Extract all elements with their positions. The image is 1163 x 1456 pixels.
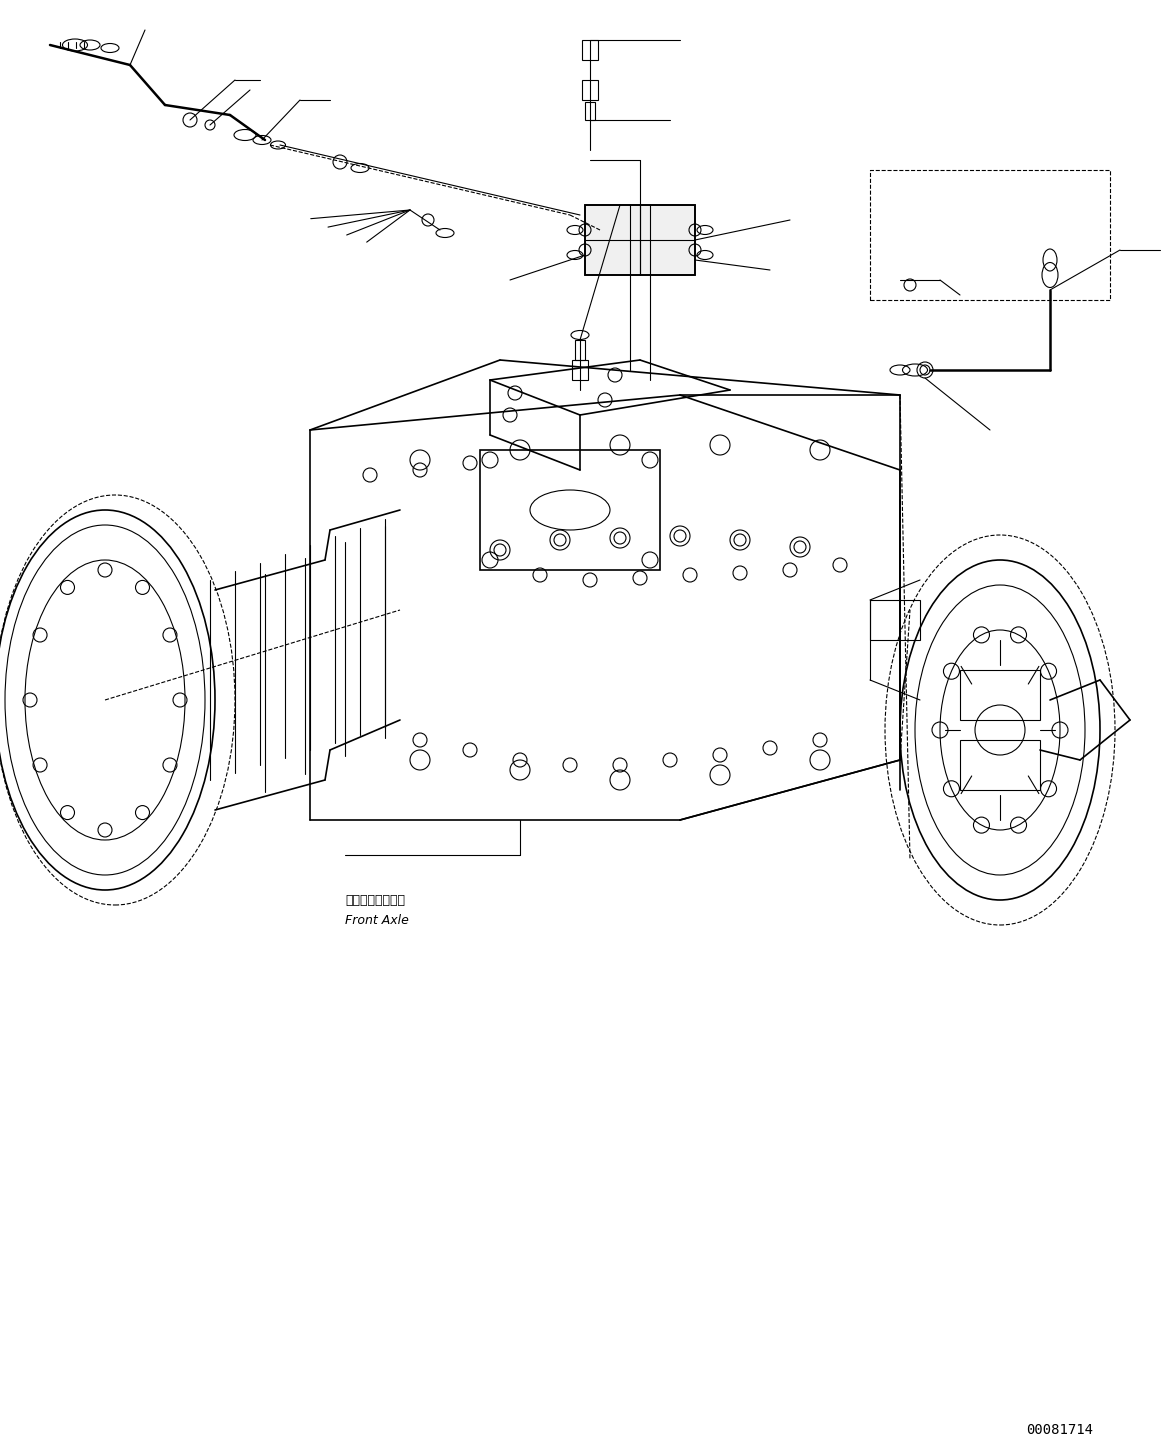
Bar (585, 205, 695, 275)
Bar (870, 170, 1110, 300)
Text: 00081714: 00081714 (1027, 1423, 1093, 1437)
Bar (480, 450, 659, 569)
Bar (575, 341, 585, 360)
Bar (585, 102, 595, 119)
Bar (959, 670, 1040, 721)
Bar (959, 740, 1040, 791)
Bar (870, 600, 920, 641)
Bar (585, 205, 695, 275)
Text: Front Axle: Front Axle (345, 913, 409, 926)
Bar (582, 39, 598, 60)
Bar (572, 360, 588, 380)
Bar (582, 80, 598, 100)
Text: フロントアクスル: フロントアクスル (345, 894, 405, 907)
